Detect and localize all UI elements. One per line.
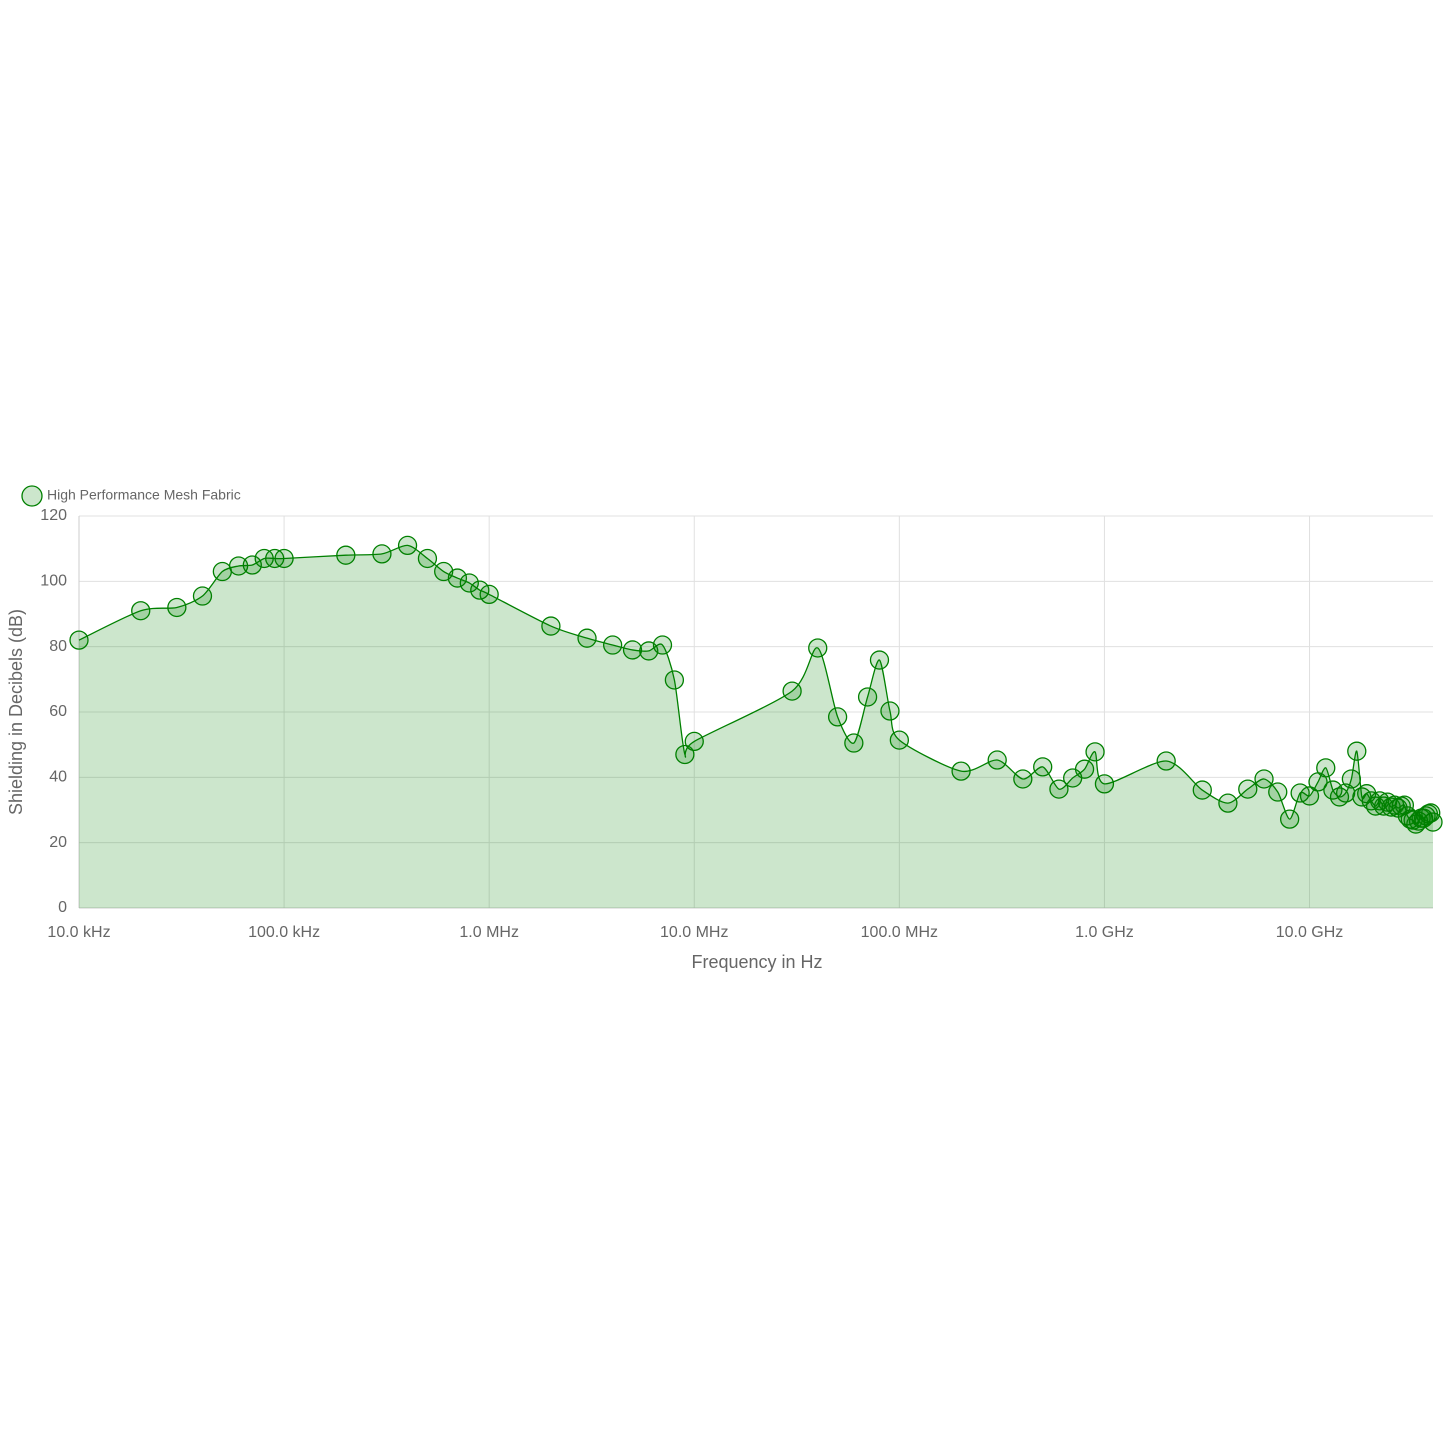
point <box>479 584 499 605</box>
y-axis-title: Shielding in Decibels (dB) <box>6 609 26 815</box>
point <box>274 548 294 569</box>
point <box>336 545 356 565</box>
x-tick-label: 100.0 kHz <box>248 924 320 941</box>
point <box>1192 780 1212 800</box>
area <box>79 545 1433 908</box>
point <box>228 556 249 576</box>
point <box>541 616 561 636</box>
point <box>69 630 89 650</box>
point <box>675 744 695 765</box>
point <box>1268 782 1288 802</box>
y-tick-label: 20 <box>49 834 67 851</box>
point <box>131 601 151 621</box>
y-tick-label: 100 <box>40 573 67 590</box>
point <box>782 681 802 701</box>
point <box>1341 769 1362 789</box>
point <box>417 548 438 569</box>
point <box>192 586 213 606</box>
point <box>880 701 900 721</box>
point <box>808 638 828 658</box>
point <box>827 707 848 727</box>
point <box>1406 814 1426 834</box>
point <box>1156 751 1176 771</box>
point <box>1316 758 1336 778</box>
point <box>844 733 864 753</box>
point <box>1238 779 1258 799</box>
y-tick-label: 40 <box>49 769 67 786</box>
legend-marker <box>21 485 43 507</box>
point <box>1394 795 1415 815</box>
point <box>459 573 479 593</box>
point <box>1254 769 1274 789</box>
point <box>470 580 490 600</box>
x-tick-label: 1.0 GHz <box>1075 924 1134 941</box>
x-axis-title: Frequency in Hz <box>691 952 822 972</box>
y-tick-label: 120 <box>40 507 67 524</box>
point <box>1094 774 1115 794</box>
point <box>447 568 468 588</box>
point <box>1218 793 1238 813</box>
point <box>951 761 971 781</box>
point <box>889 730 910 750</box>
point <box>1280 809 1300 829</box>
point <box>602 635 623 655</box>
legend-label: High Performance Mesh Fabric <box>47 487 241 503</box>
point <box>577 628 597 648</box>
point <box>622 640 643 660</box>
x-tick-label: 10.0 kHz <box>47 924 110 941</box>
point <box>857 687 878 707</box>
point <box>372 544 392 564</box>
point <box>664 670 685 690</box>
point <box>1085 742 1105 762</box>
point <box>1299 786 1320 806</box>
line <box>78 544 1434 825</box>
point <box>684 731 704 752</box>
point <box>212 561 233 582</box>
x-tick-label: 10.0 MHz <box>660 924 728 941</box>
point <box>1423 812 1443 832</box>
x-tick-label: 1.0 MHz <box>459 924 519 941</box>
y-tick-label: 60 <box>49 703 67 720</box>
point <box>1347 741 1367 761</box>
point <box>254 548 274 569</box>
y-tick-label: 80 <box>49 638 67 655</box>
point <box>397 535 418 556</box>
point <box>1033 757 1053 777</box>
point <box>1384 795 1405 815</box>
point <box>652 635 673 655</box>
point <box>987 750 1007 770</box>
x-tick-label: 100.0 MHz <box>861 924 938 941</box>
x-tick-label: 10.0 GHz <box>1276 924 1344 941</box>
y-tick-label: 0 <box>58 899 67 916</box>
point <box>167 597 187 618</box>
point <box>1013 769 1033 789</box>
point <box>1074 759 1095 779</box>
point <box>869 650 890 670</box>
point <box>242 555 262 575</box>
point <box>1049 779 1069 799</box>
